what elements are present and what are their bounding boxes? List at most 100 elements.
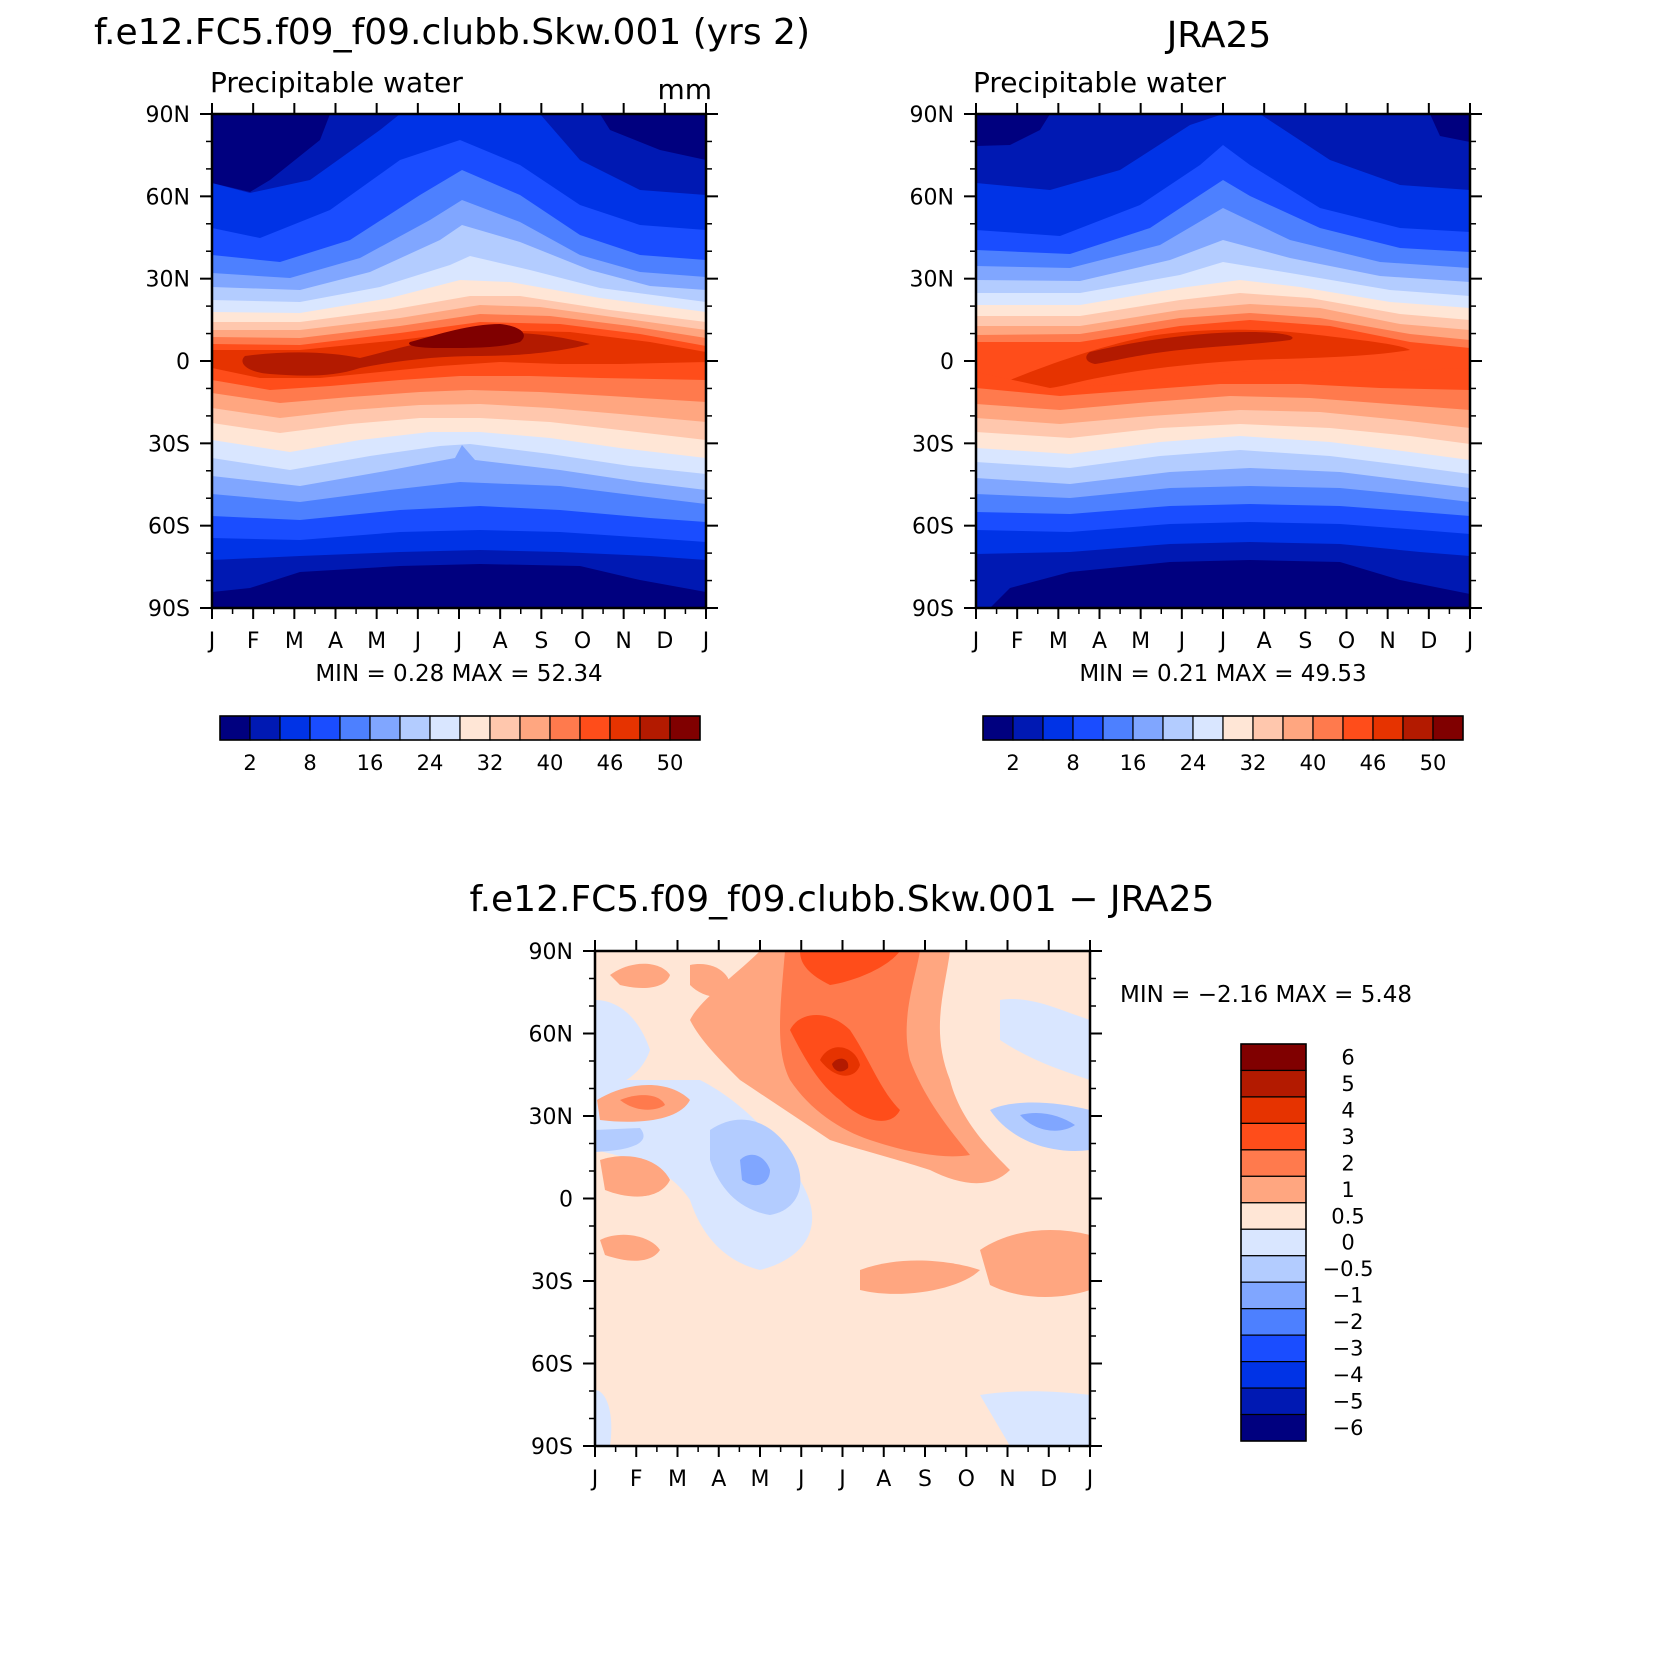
model-colorbar-swatch-11 (549, 715, 581, 741)
diff-colorbar-frame (1240, 1043, 1307, 1442)
obs-colorbar-swatch-4 (1102, 715, 1134, 741)
obs-colorbar-swatch-15 (1432, 715, 1464, 741)
obs-y-tick-label-1: 60N (910, 185, 954, 210)
diff-colorbar-label-1: 5 (1341, 1072, 1354, 1096)
diff-pos1-sh-south (600, 1234, 660, 1261)
diff-neg-south-pole-west (595, 1390, 612, 1446)
model-colorbar-swatch-7 (429, 715, 461, 741)
obs-y-tick-label-2: 30N (910, 268, 954, 293)
obs-y-tick-label-4: 30S (912, 432, 954, 457)
diff-y-tick-label-2: 30N (529, 1105, 573, 1130)
diff-colorbar-swatch-3 (1240, 1122, 1307, 1151)
obs-colorbar-label-0: 2 (1006, 751, 1019, 775)
diff-colorbar-label-11: −3 (1333, 1337, 1364, 1361)
model-panel: f.e12.FC5.f09_f09.clubb.Skw.001 (yrs 2) … (94, 12, 810, 775)
model-colorbar: 2 8 16 24 32 40 46 50 (219, 715, 701, 775)
diff-y-tick-label-6: 90S (531, 1435, 573, 1460)
obs-title: JRA25 (1165, 15, 1272, 56)
obs-north-band-1 (976, 114, 1050, 146)
obs-colorbar-swatch-14 (1402, 715, 1434, 741)
diff-colorbar-label-2: 4 (1341, 1098, 1354, 1122)
diff-title: f.e12.FC5.f09_f09.clubb.Skw.001 − JRA25 (470, 879, 1215, 920)
diff-x-tick-label-0: J (590, 1467, 599, 1492)
obs-x-tick-label-11: D (1420, 629, 1437, 654)
diff-colorbar-label-8: −0.5 (1323, 1257, 1374, 1281)
model-south-band-1 (212, 564, 706, 608)
model-x-tick-label-12: J (701, 629, 710, 654)
obs-colorbar-swatch-2 (1042, 715, 1074, 741)
diff-x-tick-label-4: M (751, 1467, 770, 1492)
model-colorbar-frame (219, 715, 701, 741)
model-north-band-1 (212, 114, 330, 192)
model-y-tick-label-6: 90S (148, 597, 190, 622)
diff-pos1-sh-west (600, 1156, 670, 1197)
obs-colorbar-swatch-9 (1252, 715, 1284, 741)
diff-colorbar-label-5: 1 (1341, 1178, 1354, 1202)
diff-y-tick-label-1: 60N (529, 1023, 573, 1048)
obs-colorbar-swatch-10 (1282, 715, 1314, 741)
diff-x-tick-label-9: O (958, 1467, 975, 1492)
model-x-tick-label-9: O (574, 629, 591, 654)
obs-x-tick-label-12: J (1465, 629, 1474, 654)
obs-colorbar-label-6: 46 (1360, 751, 1387, 775)
model-colorbar-swatch-10 (519, 715, 551, 741)
obs-panel: JRA25 Precipitable water (910, 15, 1482, 775)
diff-pos3-north (800, 951, 900, 985)
diff-neg1-east-30n (1020, 1113, 1075, 1131)
diff-colorbar-label-6: 0.5 (1331, 1204, 1364, 1228)
obs-colorbar-label-5: 40 (1300, 751, 1327, 775)
model-colorbar-label-4: 32 (477, 751, 504, 775)
model-y-tick-label-2: 30N (146, 268, 190, 293)
model-colorbar-swatch-8 (459, 715, 491, 741)
diff-colorbar: 6 54 32 10.5 0−0.5 −1−2 −3−4 −5−6 (1240, 1043, 1374, 1442)
model-x-tick-label-8: S (534, 629, 548, 654)
diff-x-tick-label-6: J (837, 1467, 846, 1492)
obs-x-tick-label-3: A (1092, 629, 1107, 654)
diff-colorbar-swatch-10 (1240, 1308, 1307, 1336)
obs-x-tick-label-2: M (1049, 629, 1068, 654)
model-colorbar-swatch-13 (609, 715, 641, 741)
obs-colorbar-swatch-3 (1072, 715, 1104, 741)
diff-neg-south-pole-east (980, 1391, 1090, 1446)
obs-y-tick-label-6: 90S (912, 597, 954, 622)
model-y-tick-label-0: 90N (146, 103, 190, 128)
diff-colorbar-label-7: 0 (1341, 1231, 1354, 1255)
model-x-tick-label-1: F (247, 629, 260, 654)
model-x-tick-label-5: J (413, 629, 422, 654)
diff-y-tick-label-4: 30S (531, 1270, 573, 1295)
diff-colorbar-label-13: −5 (1333, 1390, 1364, 1414)
diff-pos2-eq-west (620, 1095, 665, 1110)
obs-x-tick-label-1: F (1011, 629, 1024, 654)
model-x-tick-label-7: A (493, 629, 508, 654)
model-y-tick-label-5: 60S (148, 515, 190, 540)
obs-y-tick-label-3: 0 (940, 350, 954, 375)
obs-band-14 (1010, 329, 1410, 389)
obs-colorbar-swatch-13 (1372, 715, 1404, 741)
diff-colorbar-label-9: −1 (1333, 1284, 1364, 1308)
model-x-tick-label-6: J (454, 629, 463, 654)
diff-pos2-central (780, 951, 970, 1157)
diff-x-tick-label-1: F (630, 1467, 643, 1492)
diff-y-tick-label-5: 60S (531, 1353, 573, 1378)
model-colorbar-label-3: 24 (417, 751, 444, 775)
model-colorbar-swatch-0 (219, 715, 251, 741)
diff-colorbar-swatch-2 (1240, 1096, 1307, 1125)
model-x-tick-label-3: A (328, 629, 343, 654)
obs-colorbar-swatch-0 (982, 715, 1014, 741)
diff-neg-nh-east (1000, 999, 1090, 1080)
diff-neg2-center (740, 1154, 770, 1186)
model-colorbar-swatch-3 (309, 715, 341, 741)
model-colorbar-label-2: 16 (357, 751, 384, 775)
obs-x-tick-label-9: O (1338, 629, 1355, 654)
diff-colorbar-swatch-9 (1240, 1281, 1307, 1310)
diff-neg-west-band (595, 1128, 644, 1152)
model-colorbar-swatch-15 (669, 715, 701, 741)
model-y-tick-label-4: 30S (148, 432, 190, 457)
model-title: f.e12.FC5.f09_f09.clubb.Skw.001 (yrs 2) (94, 12, 810, 53)
obs-x-tick-label-5: J (1177, 629, 1186, 654)
model-north-band-1b (600, 114, 706, 160)
diff-colorbar-swatch-8 (1240, 1255, 1307, 1283)
